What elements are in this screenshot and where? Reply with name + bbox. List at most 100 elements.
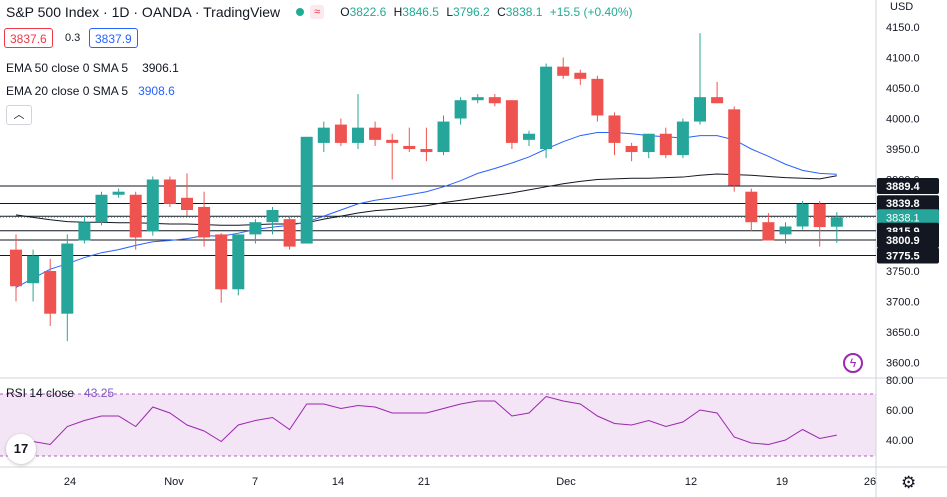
- candle-body: [232, 234, 245, 290]
- candle-body: [523, 133, 535, 140]
- price-tick-label: 3950.0: [886, 144, 920, 156]
- price-tick-label: 3700.0: [886, 297, 920, 309]
- candle-body: [779, 226, 792, 235]
- low-value: 3796.2: [453, 5, 490, 19]
- rsi-tick-label: 40.00: [886, 435, 914, 447]
- candle-body: [591, 78, 604, 116]
- settings-gear-icon[interactable]: ⚙: [901, 473, 917, 492]
- sell-price-button[interactable]: 3837.6: [4, 28, 53, 48]
- candle-body: [676, 121, 689, 156]
- rsi-legend[interactable]: RSI 14 close 43.25: [6, 386, 114, 400]
- level-price-tag: [877, 195, 939, 212]
- candle-body: [78, 222, 91, 241]
- candle-body: [796, 203, 809, 227]
- close-value: 3838.1: [505, 5, 543, 19]
- currency-label[interactable]: USD: [890, 1, 914, 13]
- candle-body: [27, 255, 40, 284]
- level-price-tag: [877, 231, 939, 248]
- candle-body: [249, 222, 262, 235]
- candle-body: [300, 136, 313, 244]
- chart-header: S&P 500 Index · 1D · OANDA · TradingView…: [6, 3, 637, 21]
- buy-price-button[interactable]: 3837.9: [89, 28, 138, 48]
- candle-body: [505, 100, 518, 143]
- indicator-ema20-label: EMA 20 close 0 SMA 5: [6, 84, 129, 98]
- candle-body: [95, 194, 108, 223]
- time-tick-label: 21: [418, 476, 430, 488]
- candle-body: [625, 145, 638, 153]
- high-label: H: [393, 5, 403, 19]
- candle-body: [711, 97, 724, 104]
- indicator-ema20-value: 3908.6: [138, 84, 175, 98]
- candle-body: [112, 191, 125, 195]
- price-tick-label: 4150.0: [886, 22, 920, 34]
- rsi-tick-label: 80.00: [886, 375, 914, 387]
- candle-body: [813, 203, 826, 228]
- candle-body: [44, 271, 57, 314]
- indicator-ema50[interactable]: EMA 50 close 0 SMA 5 3906.1: [6, 61, 179, 75]
- candle-body: [557, 66, 570, 76]
- candle-body: [420, 149, 433, 153]
- time-tick-label: 24: [64, 476, 76, 488]
- price-tick-label: 4050.0: [886, 83, 920, 95]
- candle-body: [642, 133, 655, 153]
- candle-body: [745, 191, 758, 223]
- candle-body: [540, 66, 553, 149]
- price-tick-label: 4100.0: [886, 53, 920, 65]
- time-tick-label: 19: [776, 476, 788, 488]
- time-tick-label: 14: [332, 476, 344, 488]
- time-tick-label: Nov: [164, 476, 184, 488]
- candle-body: [471, 97, 484, 101]
- lightning-icon[interactable]: ϟ: [843, 353, 863, 373]
- candle-body: [659, 133, 672, 156]
- open-value: 3822.6: [349, 5, 387, 19]
- rsi-tick-label: 60.00: [886, 405, 914, 417]
- tradingview-logo[interactable]: 17: [6, 434, 36, 464]
- low-label: L: [446, 5, 454, 19]
- candle-body: [146, 179, 159, 232]
- candle-body: [762, 222, 775, 241]
- level-price-tag: [877, 177, 939, 194]
- candle-body: [215, 234, 228, 290]
- price-tick-label: 3650.0: [886, 327, 920, 339]
- market-status-icon: [296, 8, 305, 16]
- last-price-label: 3838.1: [886, 212, 920, 224]
- close-label: C: [497, 5, 506, 19]
- candle-body: [334, 124, 347, 143]
- indicator-ema50-value: 3906.1: [142, 61, 179, 75]
- candle-body: [317, 127, 330, 143]
- candle-body: [266, 210, 279, 223]
- symbol-title[interactable]: S&P 500 Index · 1D · OANDA · TradingView: [6, 4, 281, 20]
- candle-body: [181, 197, 193, 210]
- candle-body: [608, 115, 621, 143]
- wave-icon[interactable]: ≈: [310, 5, 325, 19]
- candle-body: [574, 72, 587, 79]
- price-tick-label: 3600.0: [886, 358, 920, 370]
- high-value: 3846.5: [402, 5, 439, 19]
- candle-body: [283, 219, 296, 247]
- candle-body: [694, 97, 706, 122]
- rsi-line: [15, 395, 837, 446]
- indicator-ema20[interactable]: EMA 20 close 0 SMA 5 3908.6: [6, 84, 175, 98]
- ohlc-values: O3822.6 H3846.5 L3796.2 C3838.1 +15.5 (+…: [340, 5, 636, 19]
- candle-body: [369, 127, 382, 140]
- collapse-legend-button[interactable]: ︿: [6, 105, 32, 125]
- time-tick-label: 12: [685, 476, 697, 488]
- time-tick-label: 26: [864, 476, 876, 488]
- rsi-label: RSI 14 close: [6, 386, 75, 400]
- level-price-label: 3889.4: [886, 181, 921, 193]
- level-price-tag: [877, 247, 939, 264]
- candle-body: [129, 194, 142, 238]
- candle-body: [488, 97, 501, 104]
- candle-body: [437, 121, 450, 153]
- candle-body: [10, 249, 22, 287]
- candle-body: [163, 179, 176, 204]
- change-value: +15.5 (+0.40%): [549, 5, 633, 19]
- level-price-label: 3775.5: [886, 250, 920, 262]
- candle-body: [403, 145, 416, 149]
- level-price-label: 3839.8: [886, 198, 920, 210]
- candle-body: [454, 100, 467, 119]
- price-tick-label: 3750.0: [886, 266, 920, 278]
- time-tick-label: Dec: [556, 476, 576, 488]
- level-price-label: 3800.9: [886, 235, 920, 247]
